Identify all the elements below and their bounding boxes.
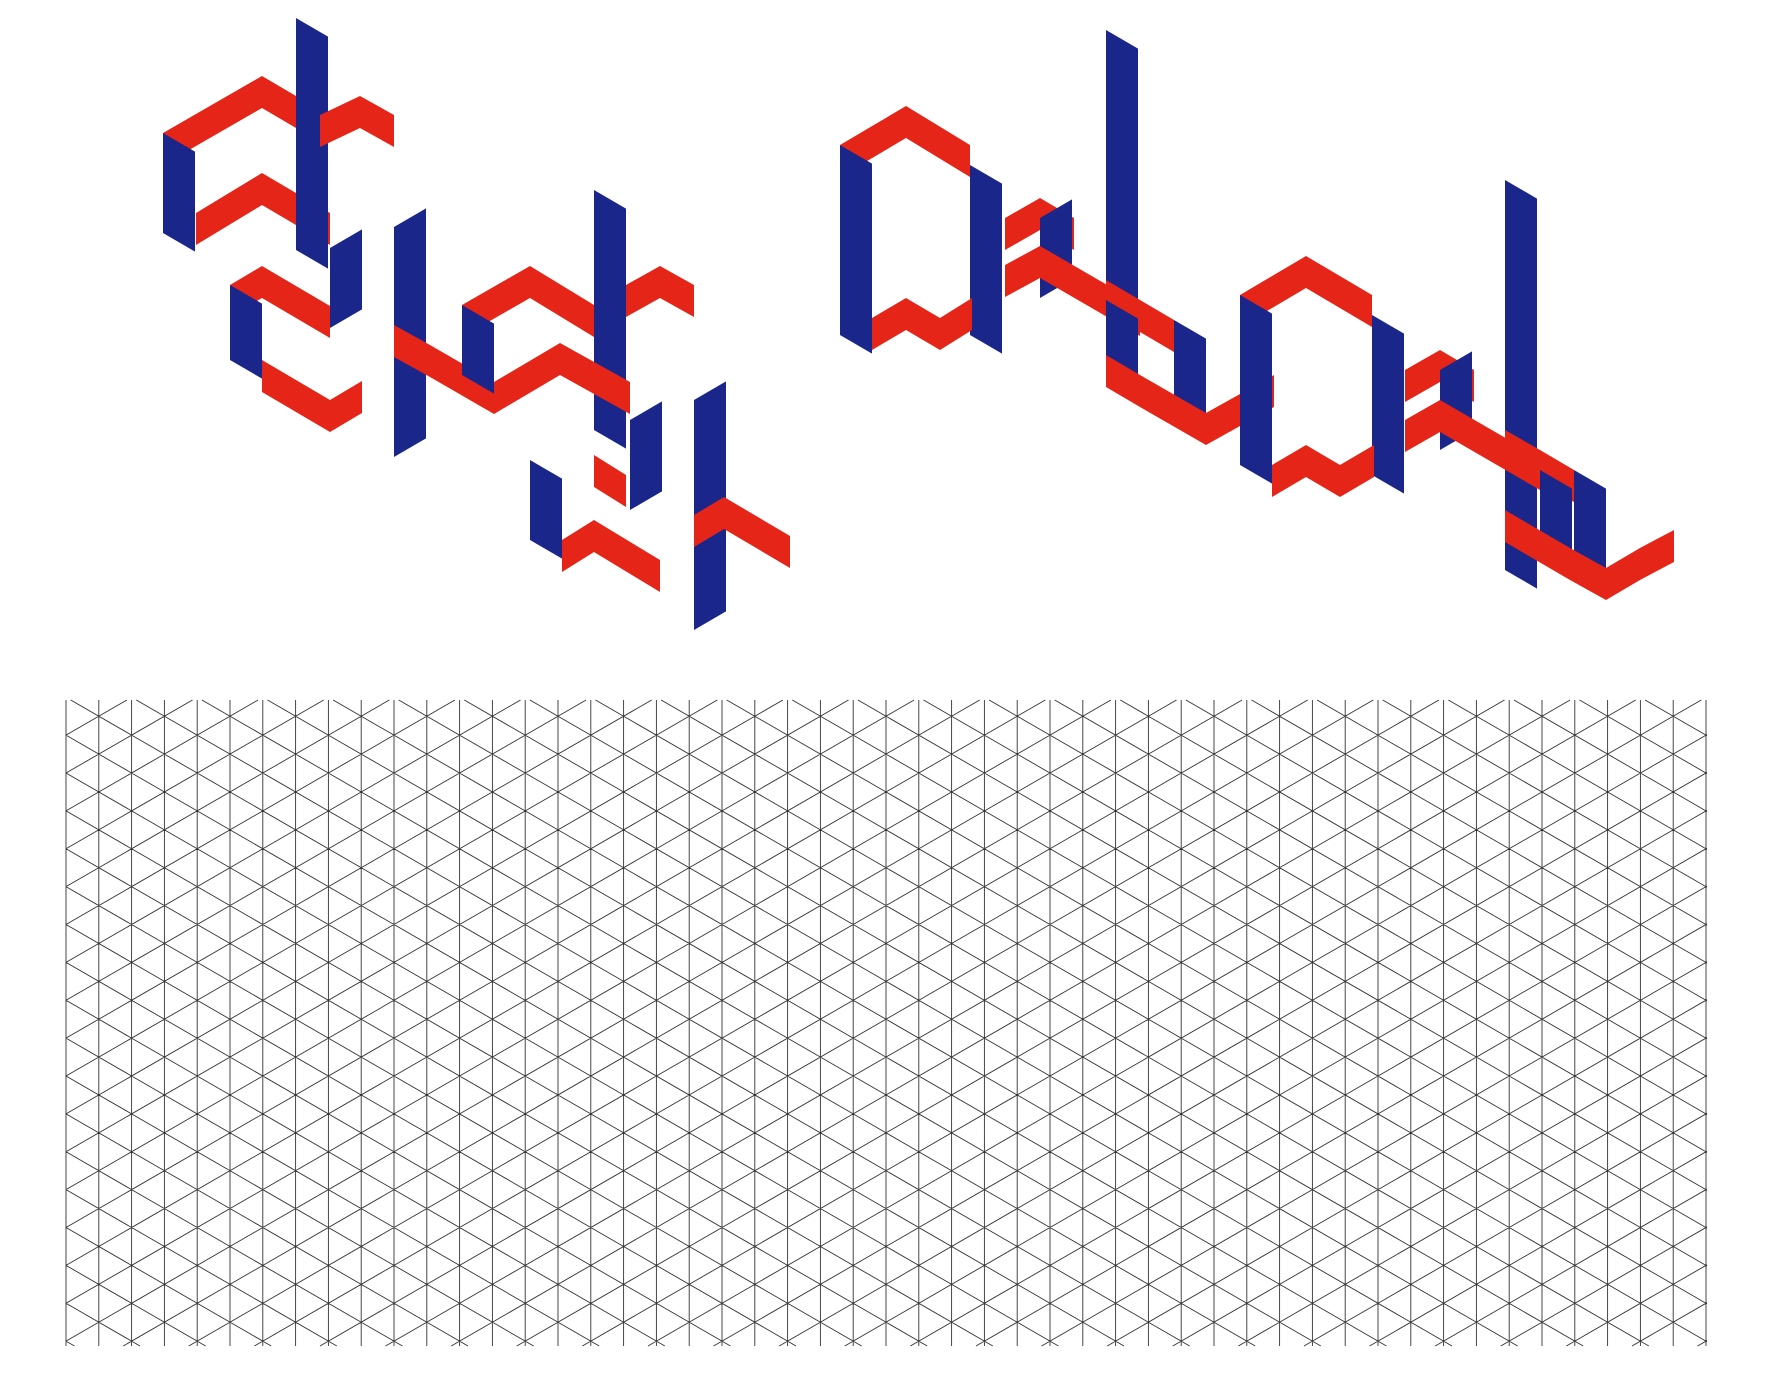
red-stroke (196, 173, 262, 245)
red-stroke (163, 76, 262, 165)
blue-stroke (530, 460, 562, 559)
red-stroke (562, 520, 594, 572)
red-stroke (660, 266, 694, 317)
blue-stroke (630, 401, 662, 510)
red-stroke (1505, 510, 1570, 580)
red-stroke (320, 96, 360, 147)
blue-stroke (462, 305, 494, 394)
red-stroke (330, 381, 362, 432)
blue-stroke (594, 190, 626, 449)
red-stroke (494, 343, 560, 414)
red-stroke (906, 106, 970, 177)
red-stroke (1340, 445, 1374, 497)
red-stroke (262, 360, 330, 432)
red-stroke (1640, 530, 1674, 580)
red-stroke (360, 96, 394, 147)
blue-stroke (1574, 470, 1606, 579)
blue-stroke (163, 133, 195, 252)
isometric-grid-icon (65, 699, 1708, 1347)
blue-stroke (1372, 315, 1404, 494)
isometric-lettering-icon (163, 18, 1674, 630)
red-stroke (1405, 350, 1440, 402)
red-stroke (1140, 300, 1174, 352)
red-stroke (626, 266, 660, 317)
red-stroke (560, 343, 630, 414)
red-stroke (1206, 394, 1240, 445)
blue-stroke (1505, 180, 1537, 589)
grid-lines (65, 699, 1708, 1347)
red-stroke (1272, 445, 1306, 497)
red-stroke (1140, 375, 1206, 445)
red-stroke (1570, 548, 1606, 600)
blue-stroke (1106, 30, 1138, 319)
blue-stroke (330, 229, 362, 328)
red-stroke (694, 497, 724, 547)
red-stroke (1505, 430, 1540, 482)
red-stroke (430, 345, 494, 414)
red-stroke (940, 298, 972, 350)
red-stroke (594, 520, 660, 592)
red-stroke (906, 298, 940, 350)
red-stroke (262, 266, 330, 338)
red-stroke (1005, 246, 1040, 297)
red-stroke (594, 455, 626, 507)
red-stroke (1005, 198, 1040, 250)
red-stroke (1106, 355, 1140, 407)
blue-stroke (840, 145, 872, 354)
blue-stroke (394, 208, 426, 457)
red-stroke (1606, 548, 1640, 600)
blue-stroke (296, 18, 328, 269)
red-stroke (1306, 445, 1340, 497)
blue-stroke (1240, 295, 1272, 484)
blue-stroke (970, 165, 1002, 354)
red-stroke (724, 497, 790, 568)
red-stroke (1405, 400, 1440, 452)
red-stroke (1306, 256, 1372, 327)
blue-stroke (230, 285, 262, 379)
red-stroke (872, 298, 906, 350)
red-stroke (394, 325, 430, 377)
red-stroke (530, 266, 594, 337)
red-stroke (262, 76, 296, 128)
